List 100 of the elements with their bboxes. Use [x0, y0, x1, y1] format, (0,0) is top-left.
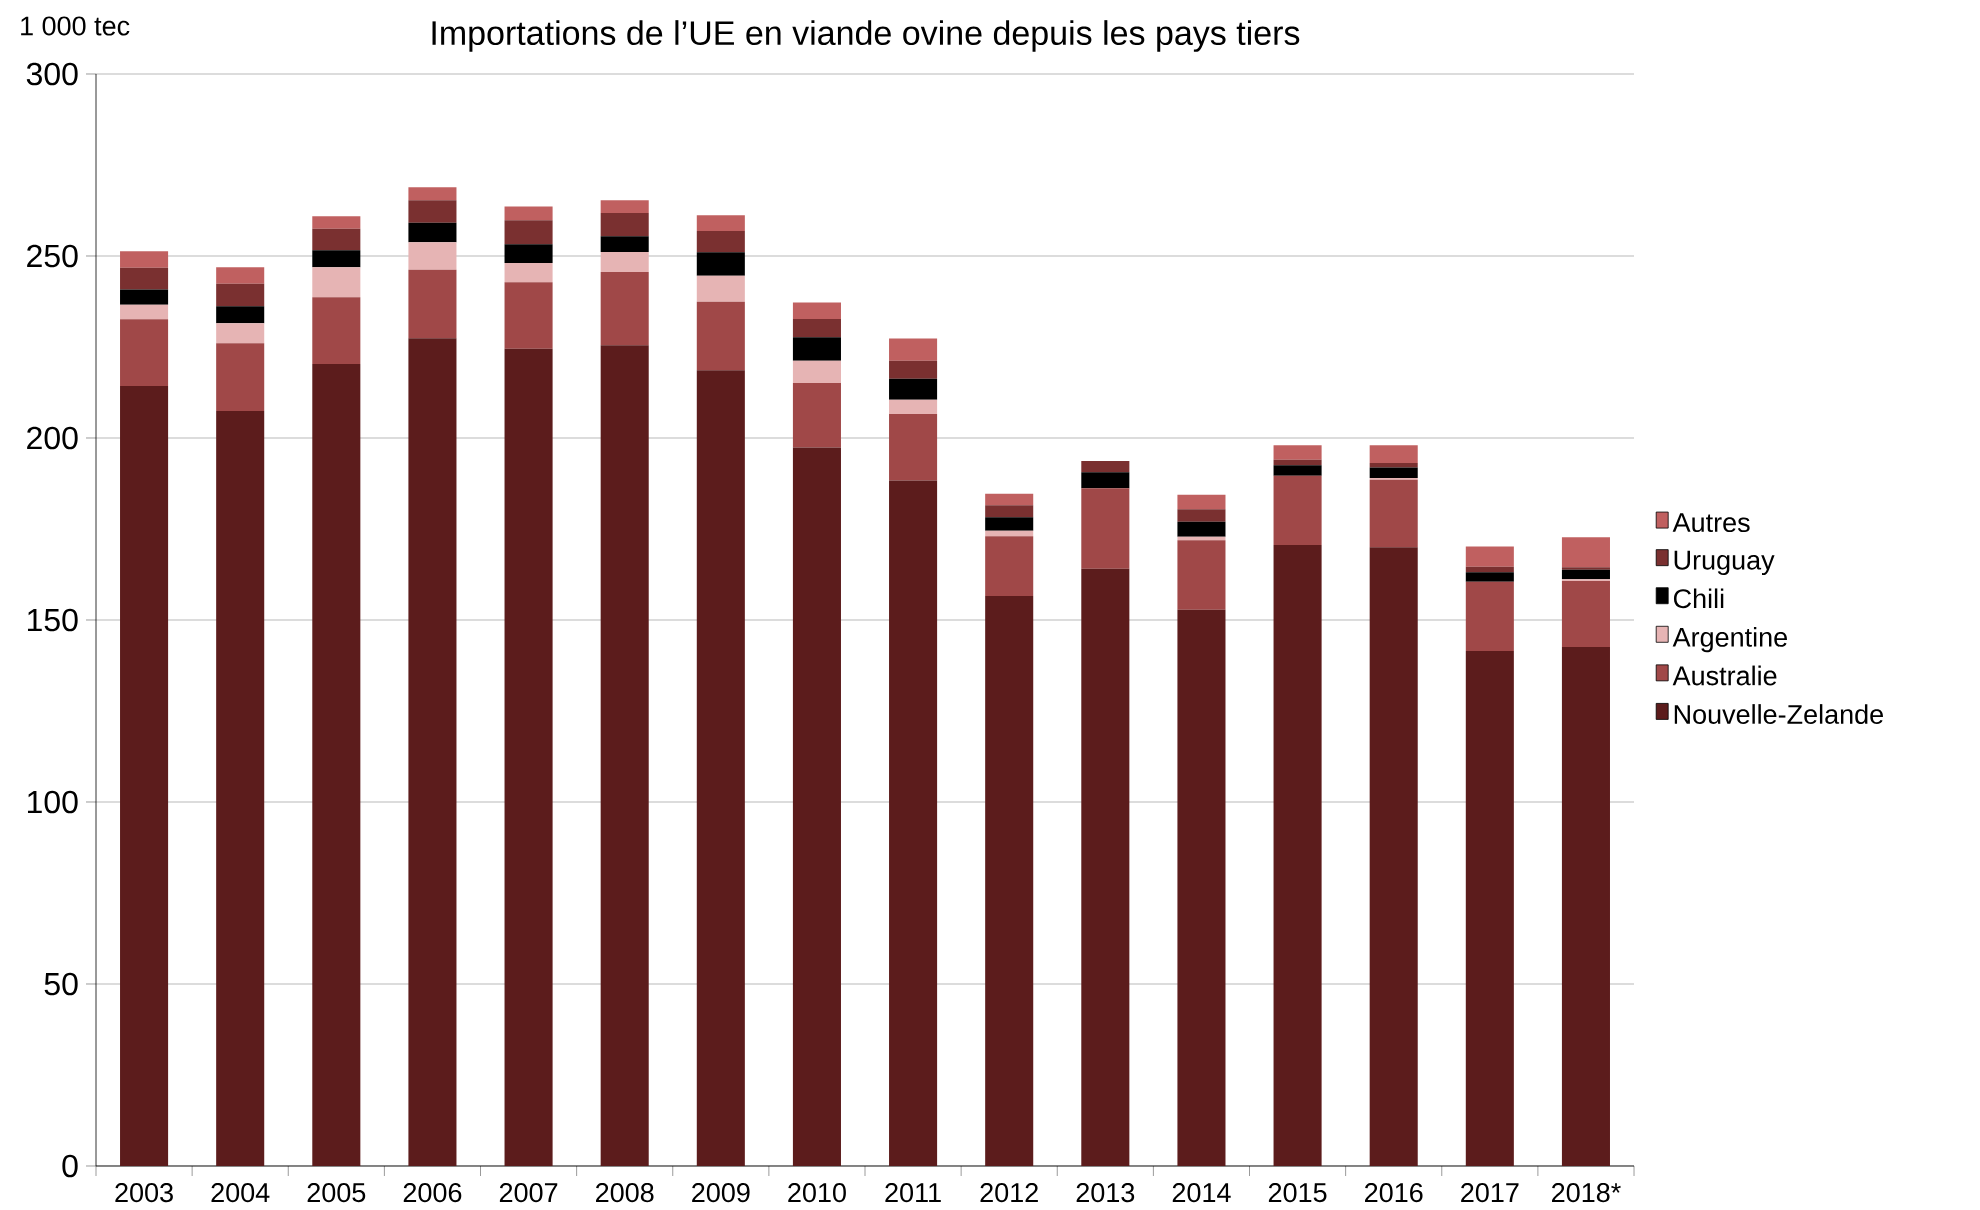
legend-label: Autres [1672, 513, 1750, 533]
bar [792, 447, 841, 1166]
bar [1273, 545, 1322, 1166]
bar [889, 413, 938, 481]
bar [312, 297, 361, 365]
bar [1465, 566, 1514, 573]
x-tick-label: 2005 [307, 1183, 366, 1203]
bar [1369, 479, 1418, 548]
x-tick-label: 2006 [403, 1183, 462, 1203]
bar [408, 187, 457, 201]
x-tick-label: 2007 [499, 1183, 558, 1203]
bar [312, 364, 361, 1166]
bar [1465, 650, 1514, 1166]
bar [120, 251, 169, 268]
bar [792, 302, 841, 319]
bar [1561, 581, 1610, 647]
x-tick-label: 2014 [1172, 1183, 1231, 1203]
bar [600, 272, 649, 346]
bar [120, 304, 169, 320]
bar [216, 306, 265, 324]
bar [1465, 546, 1514, 567]
bar [1369, 445, 1418, 464]
bar [792, 383, 841, 448]
bar [1369, 467, 1418, 479]
bar [120, 289, 169, 305]
bar [889, 378, 938, 400]
bar [216, 267, 265, 284]
bar [600, 345, 649, 1166]
bar [504, 206, 553, 221]
bar [1561, 569, 1610, 580]
bar [600, 200, 649, 214]
bar [696, 230, 745, 253]
bar [1369, 547, 1418, 1166]
bar [792, 360, 841, 384]
bar [1561, 537, 1610, 568]
legend-label: Chili [1673, 588, 1724, 609]
bar [792, 318, 841, 338]
bar [889, 360, 938, 379]
bar [1081, 568, 1130, 1166]
bar [312, 250, 361, 268]
bar [696, 301, 745, 371]
bar [1561, 567, 1610, 570]
bar [504, 244, 553, 263]
x-tick-label: 2016 [1365, 1183, 1423, 1203]
bar [889, 399, 938, 414]
bar [1177, 494, 1226, 510]
bar [889, 338, 938, 361]
bar [792, 337, 841, 361]
legend-label: Argentine [1672, 627, 1787, 653]
bar [985, 493, 1034, 506]
bar [985, 517, 1034, 531]
bar [216, 323, 265, 344]
x-tick-label: 2018* [1552, 1183, 1621, 1203]
bar [1465, 581, 1514, 651]
bar [312, 216, 361, 229]
bar [1177, 521, 1226, 537]
y-tick-label: 250 [27, 244, 78, 268]
bar [504, 220, 553, 245]
x-tick-label: 2017 [1461, 1183, 1519, 1203]
bar [504, 282, 553, 349]
x-tick-label: 2004 [211, 1183, 270, 1203]
bar [1081, 460, 1130, 473]
legend-label: Nouvelle-Zelande [1674, 704, 1883, 724]
bar [120, 267, 169, 290]
bar [216, 411, 265, 1166]
legend-label: Australie [1672, 665, 1777, 686]
bar [1273, 459, 1322, 466]
bar [1177, 540, 1226, 610]
bar [600, 236, 649, 252]
bar [1081, 472, 1130, 489]
bar [408, 200, 457, 223]
bar [1177, 509, 1226, 522]
bar [1273, 475, 1322, 546]
bar [1465, 572, 1514, 582]
y-tick-label: 300 [26, 62, 78, 86]
x-tick-label: 2012 [980, 1183, 1038, 1203]
chart-title: Importations de l’UE en viande ovine depuis les pays tiers [432, 20, 1300, 52]
bar [120, 319, 169, 386]
x-tick-label: 2010 [788, 1183, 846, 1203]
bar [408, 222, 457, 243]
bar [216, 343, 265, 412]
bar [985, 530, 1034, 537]
bar [504, 262, 553, 283]
bar [696, 370, 745, 1166]
bar [696, 252, 745, 276]
bar [120, 385, 169, 1166]
bar [889, 480, 938, 1166]
bar [985, 505, 1034, 518]
bar [600, 251, 649, 273]
bar [312, 267, 361, 298]
y-axis-title: 1 000 tec [21, 16, 130, 36]
bar [600, 213, 649, 237]
y-tick-label: 50 [44, 972, 78, 996]
bar [504, 348, 553, 1166]
x-tick-label: 2011 [885, 1183, 941, 1203]
x-tick-label: 2008 [596, 1183, 654, 1203]
bar [312, 228, 361, 251]
bar [1561, 646, 1610, 1166]
x-tick-label: 2013 [1076, 1183, 1135, 1203]
y-tick-label: 100 [27, 790, 78, 814]
